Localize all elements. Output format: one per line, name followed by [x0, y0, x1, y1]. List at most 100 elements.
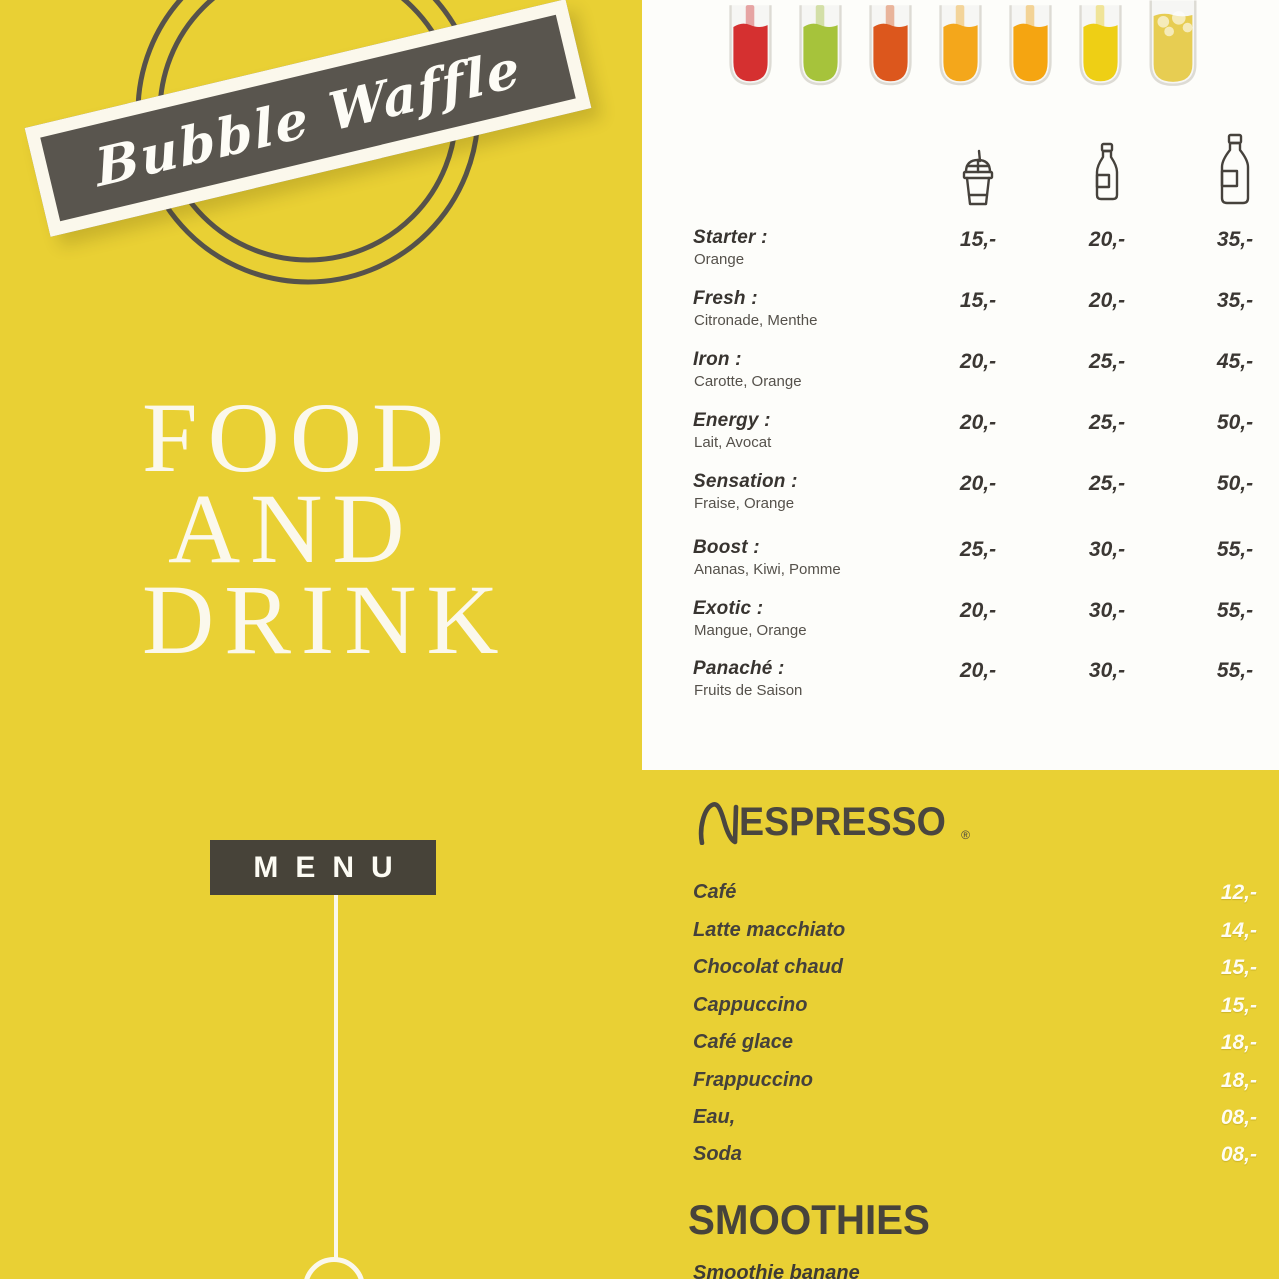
juice-price-large-bottle: 50,-	[1216, 411, 1254, 434]
juice-row: Energy : Lait, Avocat 20,- 25,- 50,-	[0, 410, 1279, 456]
nespresso-logo: ESPRESSO ®	[698, 800, 970, 845]
juice-price-small-bottle: 20,-	[1088, 228, 1126, 251]
coffee-price: 08,-	[1220, 1106, 1257, 1129]
juice-price-cup: 25,-	[959, 538, 997, 561]
coffee-price: 15,-	[1220, 956, 1257, 979]
coffee-row: Café glace 18,-	[0, 1031, 1279, 1057]
coffee-price: 18,-	[1220, 1069, 1257, 1092]
juice-price-small-bottle: 20,-	[1088, 289, 1126, 312]
smoothies-heading: SMOOTHIES	[688, 1196, 930, 1243]
smoothie-partial-row: Smoothie banane	[693, 1262, 860, 1279]
juice-ingredients: Fruits de Saison	[694, 682, 803, 699]
juice-price-cup: 20,-	[959, 599, 997, 622]
juice-price-small-bottle: 30,-	[1088, 659, 1126, 682]
coffee-name: Cappuccino	[693, 994, 808, 1016]
coffee-price: 08,-	[1220, 1143, 1257, 1166]
juice-price-cup: 20,-	[959, 472, 997, 495]
coffee-name: Latte macchiato	[693, 919, 846, 941]
juice-glass-orange-2	[1002, 4, 1059, 90]
juice-name: Fresh :	[693, 288, 758, 309]
juice-row: Fresh : Citronade, Menthe 15,- 20,- 35,-	[0, 288, 1279, 334]
juice-row: Exotic : Mangue, Orange 20,- 30,- 55,-	[0, 598, 1279, 644]
large-bottle-icon	[1220, 133, 1250, 205]
juice-price-cup: 20,-	[959, 659, 997, 682]
juice-ingredients: Lait, Avocat	[694, 434, 772, 451]
nespresso-wordmark: ESPRESSO	[739, 800, 946, 844]
juice-name: Sensation :	[693, 471, 798, 492]
juice-row: Boost : Ananas, Kiwi, Pomme 25,- 30,- 55…	[0, 537, 1279, 583]
juice-price-small-bottle: 30,-	[1088, 599, 1126, 622]
juice-price-small-bottle: 25,-	[1088, 350, 1126, 373]
juice-name: Starter :	[693, 227, 768, 248]
coffee-row: Eau, 08,-	[0, 1106, 1279, 1132]
coffee-row: Café 12,-	[0, 881, 1279, 907]
coffee-price: 12,-	[1220, 881, 1257, 904]
coffee-name: Eau,	[693, 1106, 736, 1128]
juice-price-small-bottle: 25,-	[1088, 472, 1126, 495]
juice-row: Sensation : Fraise, Orange 20,- 25,- 50,…	[0, 471, 1279, 517]
page-title-line: AND	[168, 473, 415, 584]
juice-price-cup: 15,-	[959, 289, 997, 312]
page-title: FOOD AND DRINK	[142, 382, 509, 675]
juice-price-large-bottle: 45,-	[1216, 350, 1254, 373]
coffee-name: Chocolat chaud	[693, 956, 844, 978]
juice-name: Iron :	[693, 349, 742, 370]
juice-price-large-bottle: 50,-	[1216, 472, 1254, 495]
coffee-price: 15,-	[1220, 994, 1257, 1017]
juice-glass-yellow	[1072, 4, 1129, 90]
coffee-name: Café glace	[693, 1031, 794, 1053]
nespresso-n-icon	[698, 802, 739, 845]
juice-row: Panaché : Fruits de Saison 20,- 30,- 55,…	[0, 658, 1279, 704]
juice-ingredients: Orange	[694, 251, 745, 268]
juice-row: Starter : Orange 15,- 20,- 35,-	[0, 227, 1279, 273]
juice-price-cup: 20,-	[959, 411, 997, 434]
juice-ingredients: Citronade, Menthe	[694, 312, 818, 329]
juice-glass-strawberry	[722, 4, 779, 90]
juice-price-small-bottle: 25,-	[1088, 411, 1126, 434]
ice-cubes	[1157, 11, 1193, 37]
coffee-price: 14,-	[1220, 919, 1257, 942]
coffee-row: Latte macchiato 14,-	[0, 919, 1279, 945]
juice-glass-kiwi	[792, 4, 849, 90]
coffee-row: Cappuccino 15,-	[0, 994, 1279, 1020]
coffee-row: Frappuccino 18,-	[0, 1069, 1279, 1095]
juice-price-cup: 20,-	[959, 350, 997, 373]
juice-glass-orange	[932, 4, 989, 90]
juice-name: Panaché :	[693, 658, 785, 679]
juice-price-large-bottle: 35,-	[1216, 289, 1254, 312]
juice-price-large-bottle: 35,-	[1216, 228, 1254, 251]
registered-mark: ®	[961, 828, 970, 842]
juice-glass-lemonade	[1142, 0, 1204, 90]
takeaway-cup-icon	[962, 149, 994, 206]
juice-price-large-bottle: 55,-	[1216, 599, 1254, 622]
menu-badge-label: MENU	[253, 850, 410, 884]
juice-price-cup: 15,-	[959, 228, 997, 251]
coffee-name: Frappuccino	[693, 1069, 814, 1091]
juice-glass-carrot	[862, 4, 919, 90]
juice-name: Boost :	[693, 537, 760, 558]
juice-ingredients: Mangue, Orange	[694, 622, 807, 639]
juice-ingredients: Fraise, Orange	[694, 495, 795, 512]
menu-stem-circle	[303, 1257, 365, 1279]
juice-price-large-bottle: 55,-	[1216, 538, 1254, 561]
coffee-name: Café	[693, 881, 737, 903]
juice-name: Exotic :	[693, 598, 764, 619]
page-title-line: DRINK	[142, 564, 509, 675]
juice-ingredients: Carotte, Orange	[694, 373, 802, 390]
coffee-row: Chocolat chaud 15,-	[0, 956, 1279, 982]
juice-ingredients: Ananas, Kiwi, Pomme	[694, 561, 841, 578]
juice-photo-row	[722, 0, 1204, 90]
juice-price-large-bottle: 55,-	[1216, 659, 1254, 682]
juice-price-small-bottle: 30,-	[1088, 538, 1126, 561]
coffee-name: Soda	[693, 1143, 742, 1165]
menu-stem-line	[334, 895, 338, 1258]
menu-badge: MENU	[210, 840, 436, 895]
coffee-row: Soda 08,-	[0, 1143, 1279, 1169]
juice-panel	[642, 0, 1279, 770]
coffee-price: 18,-	[1220, 1031, 1257, 1054]
juice-name: Energy :	[693, 410, 771, 431]
small-bottle-icon	[1095, 142, 1119, 201]
page-title-line: FOOD	[142, 382, 455, 493]
juice-row: Iron : Carotte, Orange 20,- 25,- 45,-	[0, 349, 1279, 395]
